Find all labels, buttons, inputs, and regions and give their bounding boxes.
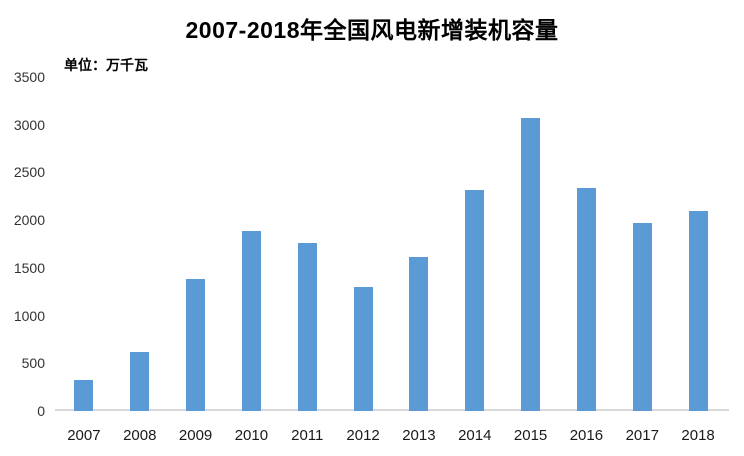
- x-tick-label-2012: 2012: [346, 427, 380, 444]
- bar-2009: [186, 279, 206, 411]
- y-tick-label-500: 500: [21, 355, 45, 372]
- bar-2011: [297, 242, 317, 411]
- unit-label: 单位：万千瓦: [64, 57, 148, 73]
- bar-2013: [409, 257, 429, 411]
- x-tick-label-2015: 2015: [513, 427, 548, 444]
- x-tick-label-2017: 2017: [625, 427, 659, 444]
- x-tick-label-2018: 2018: [681, 427, 715, 444]
- bar-2010: [241, 230, 261, 411]
- x-tick-label-2014: 2014: [458, 427, 492, 444]
- y-tick-label-2500: 2500: [13, 164, 45, 181]
- y-tick-label-1500: 1500: [13, 259, 45, 276]
- x-axis-line: [55, 409, 729, 411]
- x-tick-label-2008: 2008: [123, 427, 157, 444]
- bar-2008: [130, 352, 150, 411]
- y-tick-label-1000: 1000: [13, 307, 45, 324]
- x-tick-label-2013: 2013: [402, 427, 436, 444]
- chart-title: 2007-2018年全国风电新增装机容量: [185, 17, 559, 43]
- x-tick-label-2011: 2011: [291, 427, 324, 444]
- bar-2015: [521, 117, 541, 411]
- y-tick-label-3000: 3000: [13, 116, 45, 133]
- bar-2014: [465, 189, 485, 411]
- y-tick-label-3500: 3500: [13, 69, 45, 85]
- x-tick-label-2016: 2016: [569, 427, 604, 444]
- y-tick-label-2000: 2000: [13, 212, 45, 229]
- x-tick-label-2010: 2010: [234, 427, 269, 444]
- y-axis-labels: 0 500 1000 1500 2000 2500 3000 3500: [0, 69, 45, 419]
- bar-2007: [74, 379, 94, 411]
- bar-2012: [353, 287, 373, 411]
- y-tick-label-0: 0: [37, 403, 45, 419]
- bar-2018: [688, 210, 708, 411]
- x-axis-labels: 2007 2008 2009 2010 2011 2012 2013 2014 2015 2016…: [56, 427, 726, 449]
- x-tick-label-2009: 2009: [178, 427, 213, 444]
- bar-2017: [632, 223, 652, 411]
- plot-area: [55, 77, 729, 411]
- bar-2016: [576, 188, 596, 411]
- x-tick-label-2007: 2007: [67, 427, 101, 444]
